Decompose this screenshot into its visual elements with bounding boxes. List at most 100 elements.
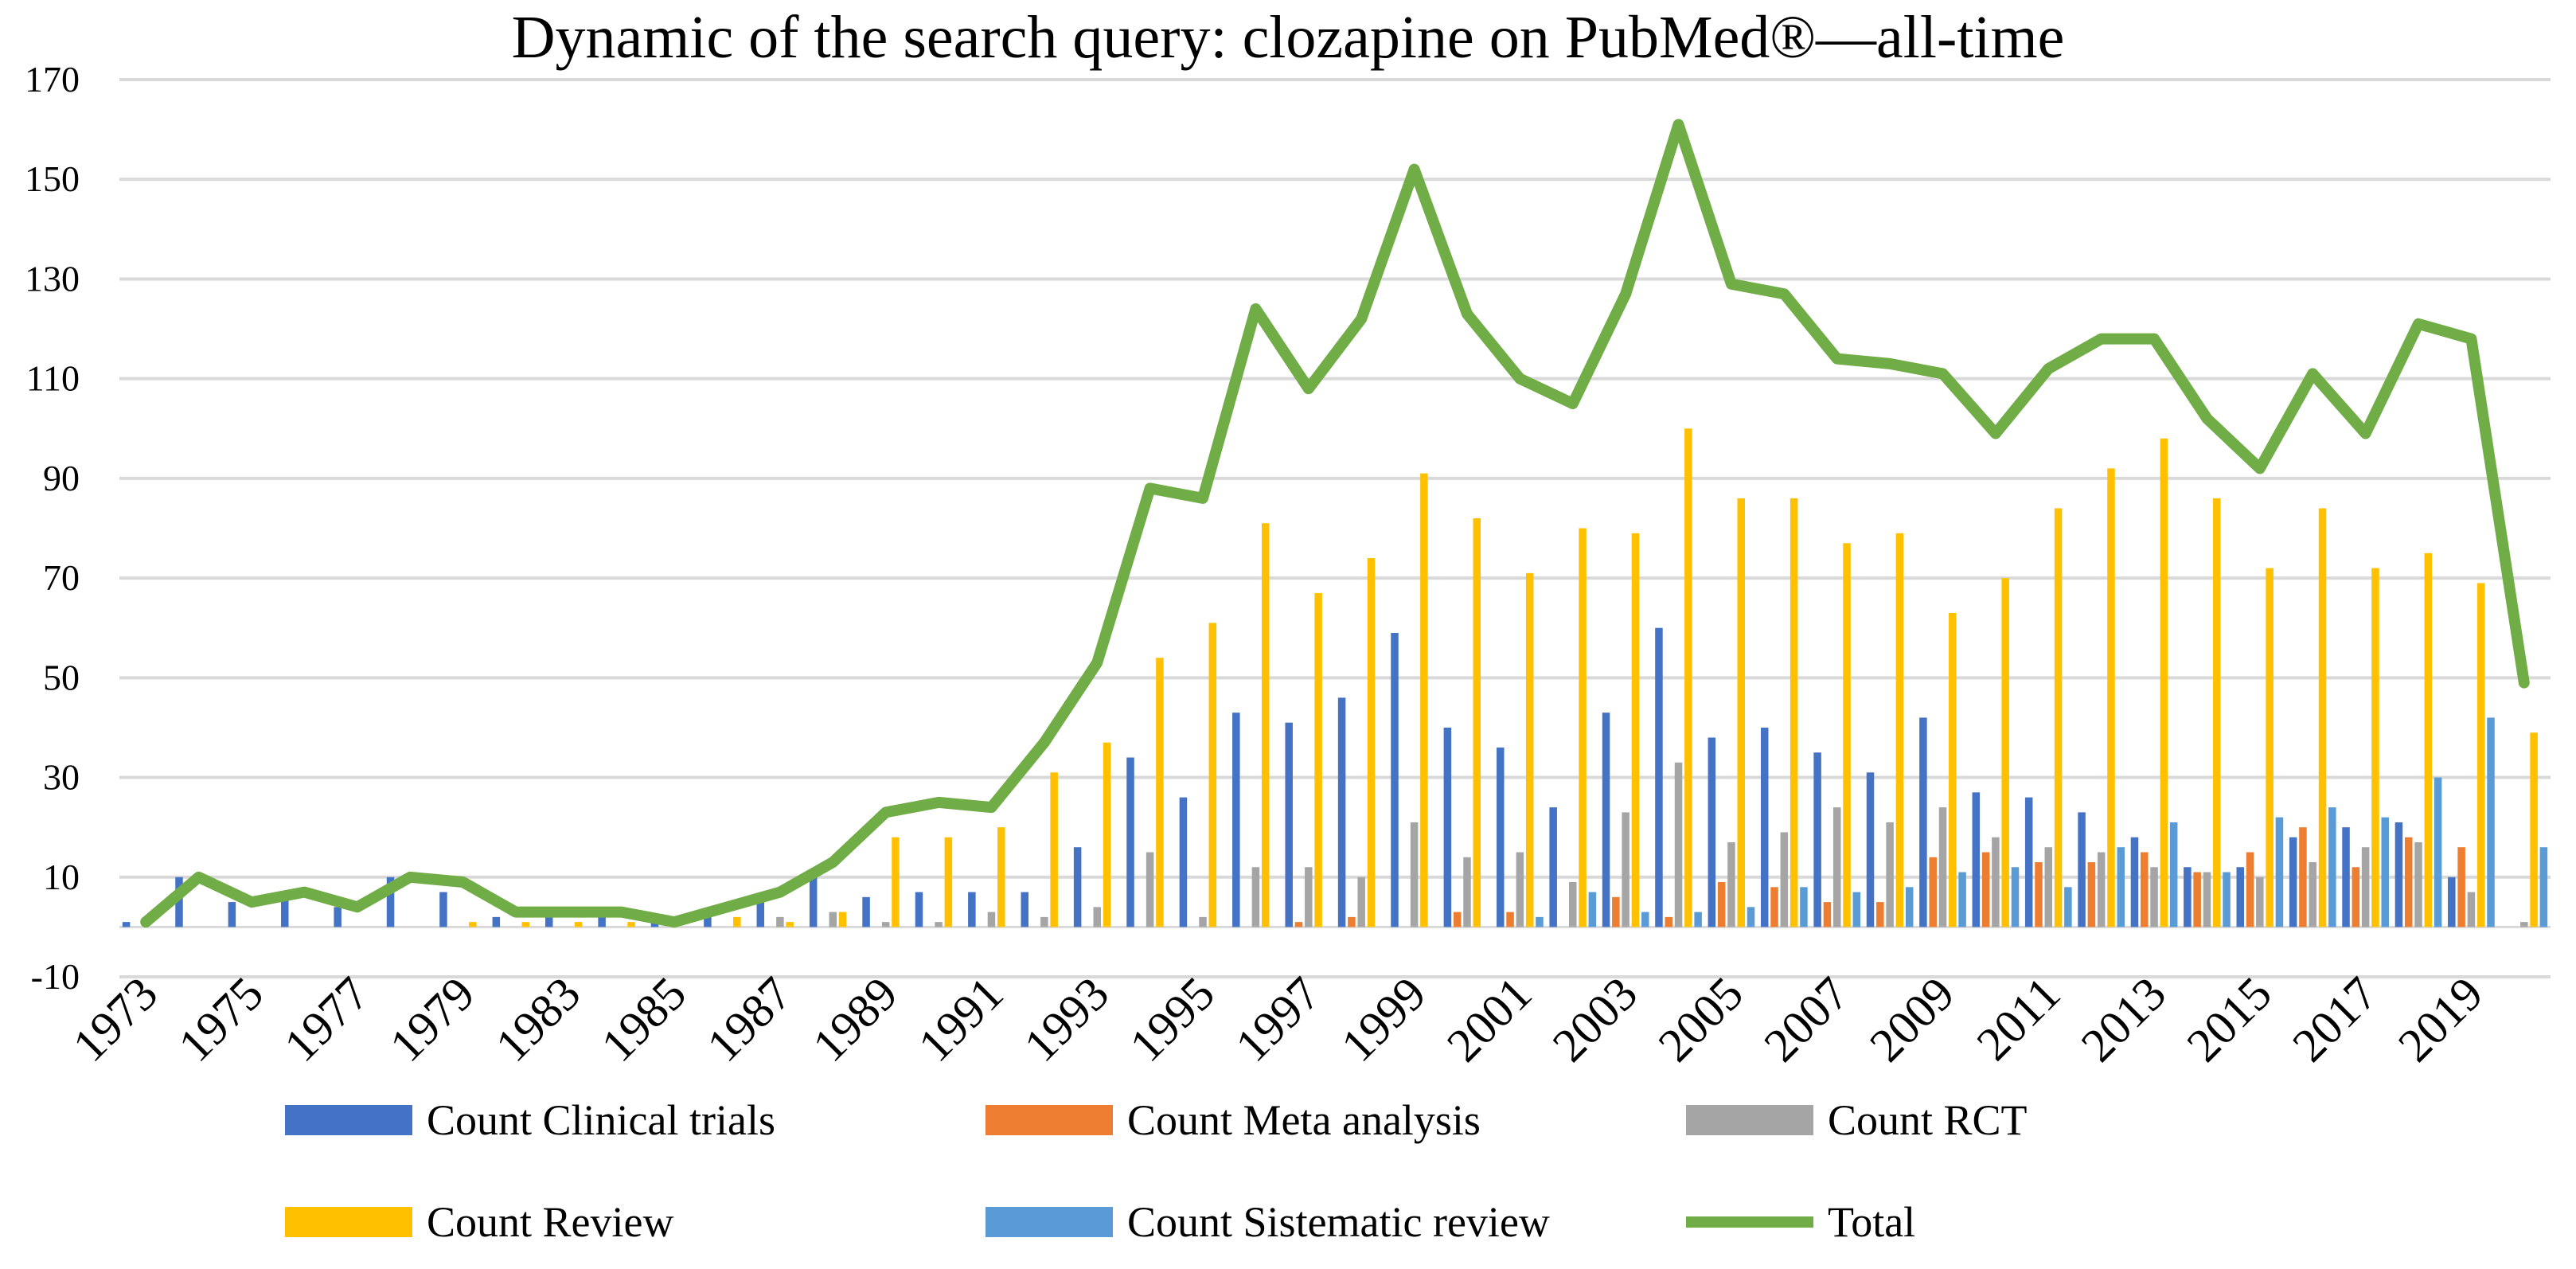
bar xyxy=(1208,623,1217,927)
bar xyxy=(2087,861,2096,927)
bar xyxy=(1876,902,1884,927)
bar xyxy=(935,922,943,927)
line-series-group xyxy=(140,119,2530,928)
bar xyxy=(2530,732,2538,927)
bar xyxy=(1251,867,1260,927)
bar xyxy=(1992,837,2000,927)
y-tick-label: 110 xyxy=(26,358,80,399)
bar xyxy=(987,912,996,927)
bar xyxy=(2246,852,2254,927)
bar xyxy=(2414,841,2422,927)
bar xyxy=(1717,882,1726,927)
bar xyxy=(1770,887,1778,927)
bar xyxy=(2160,438,2168,927)
bar xyxy=(1391,632,1399,927)
bar xyxy=(1420,473,1428,927)
bar xyxy=(1516,852,1524,927)
bar xyxy=(733,916,741,927)
legend-label: Count Sistematic review xyxy=(1127,1198,1550,1246)
bar xyxy=(2150,867,2158,927)
bar xyxy=(492,916,501,927)
x-tick-label: 2003 xyxy=(1543,967,1648,1072)
bar xyxy=(2024,797,2033,927)
legend-item: Count Sistematic review xyxy=(986,1198,1550,1246)
bar xyxy=(2520,922,2528,927)
bar xyxy=(2539,847,2548,927)
bar xyxy=(776,916,784,927)
x-tick-label: 1991 xyxy=(908,967,1013,1072)
bar xyxy=(521,922,529,927)
legend-swatch xyxy=(986,1207,1113,1237)
bar xyxy=(1579,528,1587,927)
y-tick-label: 30 xyxy=(43,757,80,798)
bar xyxy=(650,922,659,927)
x-tick-label: 2005 xyxy=(1649,967,1754,1072)
bar xyxy=(439,892,447,927)
bar xyxy=(2309,861,2316,927)
bar xyxy=(1866,772,1875,927)
bar xyxy=(1727,841,1735,927)
bar xyxy=(2328,807,2336,927)
legend-item: Count Clinical trials xyxy=(285,1096,775,1144)
x-tick-label: 1995 xyxy=(1120,967,1225,1072)
y-tick-label: 170 xyxy=(25,59,80,100)
x-tick-label: 2011 xyxy=(1967,967,2071,1071)
bar xyxy=(2467,892,2476,927)
bar xyxy=(2035,861,2043,927)
legend-item: Count RCT xyxy=(1686,1096,2028,1144)
bar xyxy=(1337,697,1346,927)
y-tick-label: 50 xyxy=(43,657,80,697)
bar xyxy=(2193,872,2201,927)
bar xyxy=(2299,827,2307,927)
bar xyxy=(1463,857,1471,927)
bar xyxy=(862,896,870,927)
x-tick-label: 2019 xyxy=(2388,967,2493,1072)
bar xyxy=(122,922,131,927)
bar xyxy=(1305,867,1313,927)
x-tick-label: 1979 xyxy=(380,967,485,1072)
bar xyxy=(544,912,553,927)
bar-series-count-sistematic-review xyxy=(1536,717,2548,927)
bar xyxy=(2371,568,2379,927)
line-total xyxy=(140,119,2530,928)
legend-item: Count Review xyxy=(285,1198,673,1246)
bar xyxy=(2203,872,2211,927)
bar xyxy=(627,922,635,927)
bar xyxy=(1549,807,1557,927)
bar xyxy=(1665,916,1672,927)
bar xyxy=(2361,847,2370,927)
bar xyxy=(2064,887,2072,927)
legend-item: Total xyxy=(1686,1198,1915,1246)
x-tick-label: 2007 xyxy=(1754,967,1859,1072)
bar xyxy=(228,902,236,927)
bar xyxy=(1261,523,1270,927)
bar xyxy=(892,837,900,927)
bar xyxy=(1588,892,1597,927)
bar xyxy=(1622,812,1630,927)
x-tick-label: 1989 xyxy=(802,967,907,1072)
bar xyxy=(2011,867,2020,927)
bar xyxy=(1314,592,1322,927)
bar xyxy=(574,922,583,927)
bar xyxy=(1050,772,1058,927)
bar xyxy=(829,912,837,927)
bar xyxy=(1348,916,1356,927)
bar xyxy=(1905,887,1914,927)
bar xyxy=(598,912,606,927)
y-axis-tick-labels: -10 10 30 50 70 90 110 130 150 170 xyxy=(25,59,80,997)
bar xyxy=(2117,847,2125,927)
bar xyxy=(1800,887,1808,927)
y-tick-label: 90 xyxy=(43,458,80,498)
bar xyxy=(786,922,794,927)
x-tick-label: 1999 xyxy=(1331,967,1436,1072)
bar xyxy=(881,922,890,927)
legend: Count Clinical trials Count Meta analysis… xyxy=(285,1096,2028,1246)
bar xyxy=(1886,822,1894,927)
bar xyxy=(1040,916,1048,927)
bar xyxy=(1832,807,1841,927)
bar xyxy=(915,892,923,927)
y-tick-label: 10 xyxy=(43,857,80,897)
bar xyxy=(2395,822,2403,927)
bar xyxy=(1199,916,1207,927)
